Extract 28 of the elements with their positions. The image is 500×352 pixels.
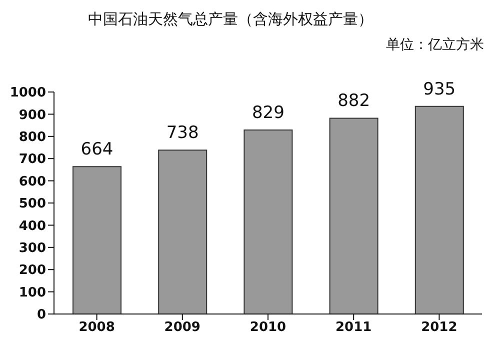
- y-tick-label: 400: [18, 218, 46, 234]
- y-tick-label: 900: [18, 108, 46, 123]
- x-tick-label: 2010: [250, 320, 286, 336]
- y-tick-label: 1000: [10, 86, 46, 101]
- data-label: 738: [166, 123, 199, 144]
- y-tick-label: 0: [36, 308, 46, 323]
- data-label: 829: [252, 102, 284, 123]
- bar: [329, 118, 378, 314]
- bar: [244, 129, 293, 314]
- bar: [72, 166, 122, 314]
- y-tick-label: 800: [18, 130, 46, 146]
- chart-title: 中国石油天然气总产量（含海外权益产量）: [88, 10, 373, 29]
- y-tick-label: 700: [18, 152, 46, 168]
- y-tick-label: 600: [18, 174, 46, 190]
- y-tick-label: 300: [18, 241, 46, 256]
- data-label: 882: [338, 91, 370, 112]
- x-tick-label: 2008: [78, 320, 115, 336]
- data-label: 935: [423, 79, 456, 100]
- y-tick-label: 200: [18, 263, 46, 278]
- x-tick-label: 2009: [164, 320, 200, 336]
- bar: [158, 150, 208, 314]
- data-label: 664: [80, 140, 114, 160]
- bar: [414, 106, 464, 314]
- y-tick-label: 500: [18, 196, 46, 212]
- x-tick-label: 2011: [336, 320, 372, 336]
- y-tick-label: 100: [18, 285, 46, 300]
- x-tick-label: 2012: [421, 320, 458, 336]
- text: 单位：亿立方米: [386, 36, 484, 54]
